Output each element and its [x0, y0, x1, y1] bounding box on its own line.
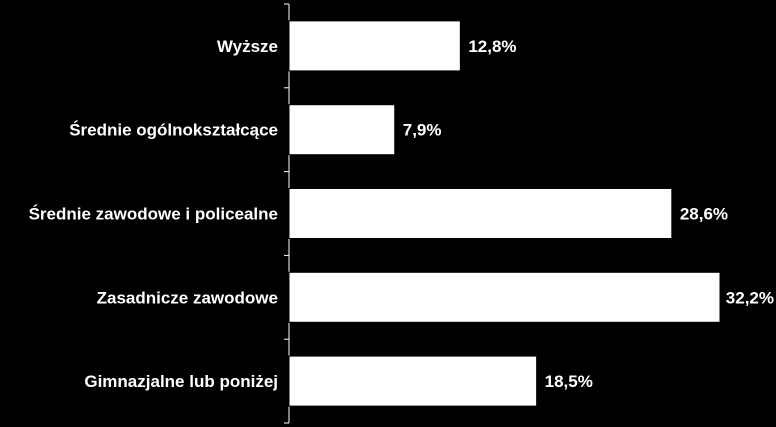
bar: [288, 271, 721, 323]
category-label: Średnie zawodowe i policealne: [29, 205, 278, 224]
category-label: Gimnazjalne lub poniżej: [84, 372, 278, 391]
bar: [288, 355, 538, 407]
bar: [288, 104, 396, 156]
data-label: 32,2%: [726, 288, 774, 307]
bar: [288, 20, 461, 72]
category-label: Średnie ogólnokształcące: [69, 121, 278, 140]
category-label: Wyższe: [217, 37, 278, 56]
bar: [288, 188, 673, 239]
data-label: 7,9%: [403, 121, 442, 140]
data-label: 28,6%: [680, 205, 728, 224]
data-label: 12,8%: [468, 37, 516, 56]
category-label: Zasadnicze zawodowe: [97, 288, 278, 307]
data-label: 18,5%: [545, 372, 593, 391]
